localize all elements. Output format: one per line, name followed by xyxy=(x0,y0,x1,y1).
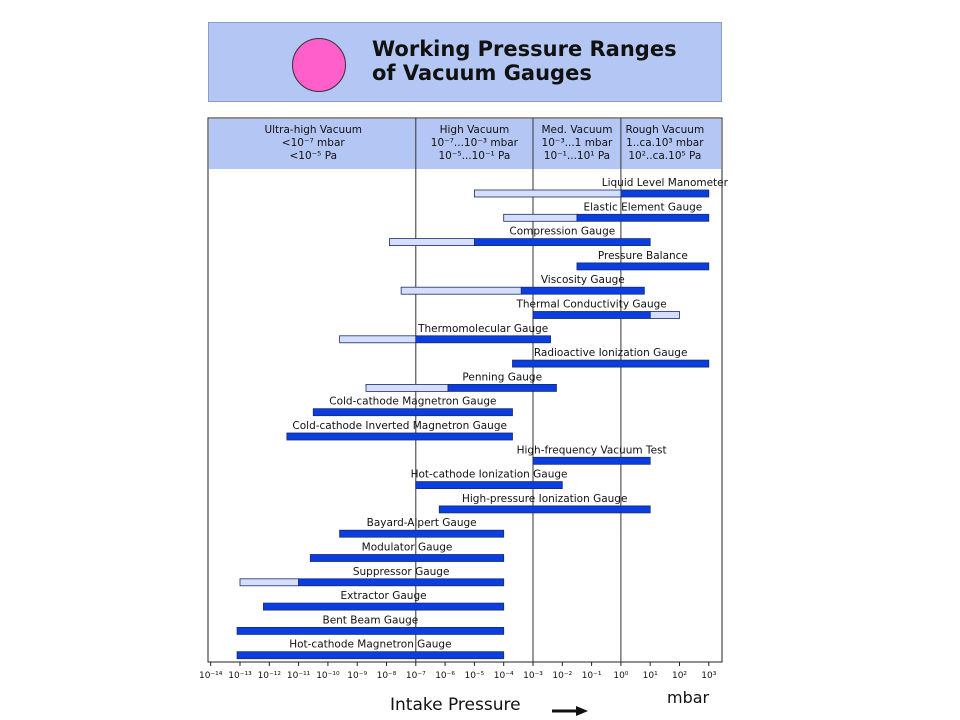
x-tick-label: 10⁻¹³ xyxy=(228,671,252,681)
x-tick-label: 10⁻¹¹ xyxy=(287,671,311,681)
zone-header-band xyxy=(209,119,721,169)
bar-extended xyxy=(239,578,299,587)
x-tick-label: 10⁻⁷ xyxy=(406,671,426,681)
gauge-label: Bayard-Alpert Gauge xyxy=(367,517,477,529)
zone-label-0: <10⁻⁵ Pa xyxy=(289,150,337,162)
zone-label-2: Med. Vacuum xyxy=(541,124,612,136)
x-tick-label: 10³ xyxy=(701,671,716,681)
zone-label-0: <10⁻⁷ mbar xyxy=(282,137,346,149)
bar-extended xyxy=(339,335,417,344)
x-tick-label: 10⁻¹⁴ xyxy=(199,671,223,681)
gauge-label: High-frequency Vacuum Test xyxy=(517,444,667,456)
title-line-2: of Vacuum Gauges xyxy=(372,61,592,85)
bar-main xyxy=(473,238,651,247)
gauge-label: Suppressor Gauge xyxy=(353,566,450,578)
bar-main xyxy=(312,408,513,417)
bar-main xyxy=(236,627,505,635)
zone-label-3: Rough Vacuum xyxy=(626,124,705,136)
gauge-label: Compression Gauge xyxy=(509,226,615,238)
bar-extended xyxy=(389,238,475,247)
x-tick-label: 10⁻⁴ xyxy=(494,671,514,681)
arrow-right-icon xyxy=(552,706,588,716)
gauge-label: Thermal Conductivity Gauge xyxy=(515,299,666,311)
zone-label-1: High Vacuum xyxy=(440,124,510,136)
bar-main xyxy=(620,189,710,198)
zone-label-3: 10²..ca.10⁵ Pa xyxy=(628,150,701,162)
gauge-label: Liquid Level Manometer xyxy=(602,177,729,189)
bar-main xyxy=(576,262,710,271)
x-tick-label: 10⁻⁵ xyxy=(464,671,484,681)
x-tick-label: 10² xyxy=(672,671,687,681)
gauge-label: Modulator Gauge xyxy=(362,542,453,554)
bar-main xyxy=(576,213,710,222)
bar-extended xyxy=(649,311,680,319)
x-axis-label: Intake Pressure xyxy=(390,695,521,715)
zone-label-3: 1..ca.10³ mbar xyxy=(626,137,704,149)
gauge-label: Viscosity Gauge xyxy=(541,274,625,286)
zone-label-2: 10⁻¹...10¹ Pa xyxy=(544,150,610,162)
zone-label-1: 10⁻⁵...10⁻¹ Pa xyxy=(438,150,510,162)
bar-main xyxy=(415,481,563,490)
bar-main xyxy=(309,554,505,562)
pink-dot-icon xyxy=(292,38,346,92)
gauge-label: Cold-cathode Inverted Magnetron Gauge xyxy=(292,420,507,432)
bar-extended xyxy=(473,189,622,198)
zone-label-0: Ultra-high Vacuum xyxy=(264,124,362,136)
bar-main xyxy=(286,432,513,441)
x-tick-label: 10⁻⁸ xyxy=(377,671,397,681)
zone-label-1: 10⁻⁷...10⁻³ mbar xyxy=(431,137,519,149)
bar-main xyxy=(236,651,505,660)
x-axis-unit: mbar xyxy=(667,688,710,707)
zone-label-2: 10⁻³...1 mbar xyxy=(542,137,613,149)
chart-header: Working Pressure Ranges of Vacuum Gauges xyxy=(208,22,722,102)
gauge-bars: Liquid Level Manometer Elastic Element Ga… xyxy=(236,177,729,660)
bar-main xyxy=(263,602,505,611)
gauge-label: Hot-cathode Magnetron Gauge xyxy=(289,639,451,651)
gauge-label: Bent Beam Gauge xyxy=(322,614,418,626)
x-tick-label: 10⁻² xyxy=(552,671,572,681)
bar-main xyxy=(520,286,645,295)
gauge-label: Extractor Gauge xyxy=(341,590,427,602)
bar-main xyxy=(298,578,505,587)
bar-main xyxy=(415,335,551,344)
bar-main xyxy=(438,505,651,514)
gauge-label: Hot-cathode Ionization Gauge xyxy=(411,469,568,481)
gauge-label: Thermomolecular Gauge xyxy=(417,323,548,335)
bar-main xyxy=(532,311,651,319)
gauge-label: High-pressure Ionization Gauge xyxy=(462,493,627,505)
x-tick-label: 10⁻⁶ xyxy=(435,671,455,681)
gauge-label: Radioactive Ionization Gauge xyxy=(534,347,688,359)
gauge-label: Penning Gauge xyxy=(462,371,542,383)
x-tick-label: 10¹ xyxy=(643,671,658,681)
x-axis: 10⁻¹⁴ 10⁻¹³ 10⁻¹² 10⁻¹¹ 10⁻¹⁰ 10⁻⁹ 10⁻⁸ 10⁻⁷ 10⁻… xyxy=(199,662,717,681)
gauge-label: Pressure Balance xyxy=(598,250,688,262)
gauge-label: Cold-cathode Magnetron Gauge xyxy=(329,396,496,408)
bar-main xyxy=(447,383,557,392)
gauge-label: Elastic Element Gauge xyxy=(583,201,702,213)
bar-main xyxy=(339,529,505,538)
x-tick-label: 10⁰ xyxy=(613,671,628,681)
bar-extended xyxy=(365,383,449,392)
title-line-1: Working Pressure Ranges xyxy=(372,37,677,61)
x-tick-label: 10⁻¹² xyxy=(258,671,282,681)
x-tick-label: 10⁻¹⁰ xyxy=(316,671,340,681)
bar-extended xyxy=(503,213,578,222)
x-tick-label: 10⁻⁹ xyxy=(347,671,367,681)
x-tick-label: 10⁻³ xyxy=(523,671,543,681)
bar-main xyxy=(512,359,710,368)
x-tick-label: 10⁻¹ xyxy=(582,671,602,681)
bar-extended xyxy=(400,286,522,295)
bar-main xyxy=(532,456,651,465)
gauge-range-chart: Ultra-high Vacuum<10⁻⁷ mbar<10⁻⁵ Pa High … xyxy=(199,117,729,681)
